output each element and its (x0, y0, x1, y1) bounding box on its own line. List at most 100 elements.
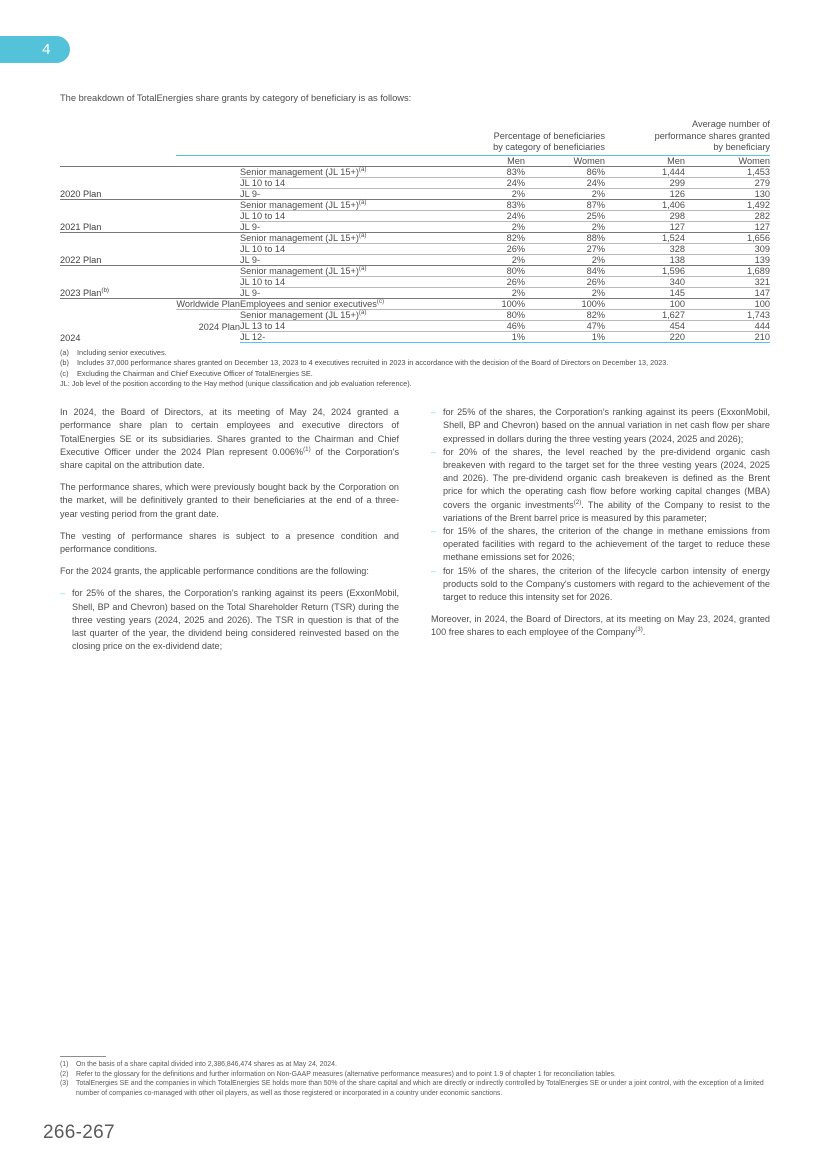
pct-women: 26% (525, 276, 605, 289)
footnote-text: TotalEnergies SE and the companies in wh… (76, 1080, 764, 1097)
share-grants-table: Percentage of beneficiaries by category … (60, 119, 770, 344)
avg-women: 100 (685, 298, 770, 311)
pct-men: 80% (445, 309, 525, 322)
pct-men: 24% (445, 210, 525, 223)
table-row: JL 9- 2% 2% 127 127 (60, 222, 770, 233)
avg-men: 126 (669, 189, 685, 200)
avg-women: 321 (685, 276, 770, 289)
left-bullet-list: – for 25% of the shares, the Corporation… (60, 587, 399, 653)
footnote-c: (c) Excluding the Chairman and Chief Exe… (60, 369, 770, 379)
avg-men: 1,524 (605, 232, 685, 245)
footnote-a: (a) Including senior executives. (60, 348, 770, 358)
list-item: – for 15% of the shares, the criterion o… (431, 525, 770, 565)
category-label: Senior management (JL 15+)(a) (240, 265, 445, 278)
dash-icon: – (431, 565, 437, 576)
avg-women: 282 (685, 210, 770, 223)
list-item: – for 25% of the shares, the Corporation… (60, 587, 399, 653)
footnote-jl: JL: Job level of the position according … (60, 379, 770, 389)
avg-men: 1,596 (605, 265, 685, 278)
avg-men: 1,444 (605, 166, 685, 179)
plan-label: 2024 (60, 298, 176, 343)
dash-icon: – (431, 525, 437, 536)
pct-women: 87% (525, 199, 605, 212)
plan-label: 2023 Plan(b) (60, 265, 176, 299)
pct-men: 2% (511, 189, 525, 200)
pct-men: 2% (511, 255, 525, 266)
subheader-avg-men: Men (667, 156, 685, 167)
table-row: 2023 Plan(b) Senior management (JL 15+)(… (60, 265, 770, 299)
plan-label: 2020 Plan (60, 166, 176, 200)
avg-women: 1,689 (685, 265, 770, 278)
page-footnotes: (1) On the basis of a share capital divi… (60, 1056, 772, 1098)
category-label: JL 9- (240, 288, 261, 299)
footnote-marker: (a) (60, 348, 69, 358)
avg-women: 147 (754, 288, 770, 299)
pct-women: 2% (591, 255, 605, 266)
footnote-text: Including senior executives. (77, 348, 167, 358)
pct-men: 26% (445, 276, 525, 289)
left-column: In 2024, the Board of Directors, at its … (60, 406, 399, 653)
page-folio: 266-267 (43, 1122, 115, 1143)
table-row: JL 12- 1% 1% 220 210 (60, 331, 770, 344)
pct-women: 2% (591, 288, 605, 299)
pct-women: 25% (525, 210, 605, 223)
avg-women: 309 (685, 243, 770, 256)
category-label: JL 9- (240, 222, 261, 233)
plan-label: 2022 Plan (60, 232, 176, 266)
pct-women: 24% (525, 177, 605, 190)
table-row: JL 9- 2% 2% 126 130 (60, 189, 770, 200)
avg-men: 220 (605, 331, 685, 344)
table-subheader-row: Men Women Men Women (60, 156, 770, 167)
footnote-jl-text: JL: Job level of the position according … (60, 378, 412, 388)
footnote-text: Refer to the glossary for the definition… (76, 1070, 616, 1078)
table-row: JL 10 to 14 24% 25% 298 282 (60, 210, 770, 223)
avg-women: 1,453 (685, 166, 770, 179)
header-pct-line1: Percentage of beneficiaries (493, 130, 605, 141)
dash-icon: – (60, 588, 66, 599)
avg-men: 1,627 (605, 309, 685, 322)
category-label: JL 10 to 14 (240, 177, 445, 190)
pct-women: 84% (525, 265, 605, 278)
table-row: JL 10 to 14 26% 27% 328 309 (60, 243, 770, 256)
paragraph-1: In 2024, the Board of Directors, at its … (60, 407, 399, 470)
avg-women: 444 (685, 320, 770, 333)
subplan-label-worldwide: Worldwide Plan (176, 298, 240, 311)
list-item: – for 25% of the shares, the Corporation… (431, 406, 770, 446)
plan-label: 2021 Plan (60, 199, 176, 233)
footnote-text: Includes 37,000 performance shares grant… (77, 358, 669, 368)
table-row: 2020 Plan Senior management (JL 15+)(a) … (60, 166, 770, 200)
avg-men: 454 (605, 320, 685, 333)
list-item-text: for 15% of the shares, the criterion of … (443, 565, 770, 602)
subheader-pct-women: Women (573, 156, 606, 167)
table-row: JL 9- 2% 2% 138 139 (60, 255, 770, 266)
chapter-tab: 4 (0, 36, 70, 63)
pct-men: 83% (445, 166, 525, 179)
avg-men: 100 (605, 298, 685, 311)
avg-men: 138 (669, 255, 685, 266)
table-row: JL 10 to 14 26% 26% 340 321 (60, 276, 770, 289)
category-label: JL 12- (240, 331, 445, 344)
paragraph-3: The vesting of performance shares is sub… (60, 530, 399, 554)
body-columns: In 2024, the Board of Directors, at its … (60, 406, 770, 653)
page-footnote-2: (2) Refer to the glossary for the defini… (60, 1070, 772, 1080)
avg-men: 127 (669, 222, 685, 233)
pct-women: 100% (525, 298, 605, 311)
subheader-avg-women: Women (738, 156, 771, 167)
table-row: 2024 Plan Senior management (JL 15+)(a) … (60, 309, 770, 332)
table-footnotes: (a) Including senior executives. (b) Inc… (60, 348, 770, 389)
pct-women: 1% (525, 331, 605, 344)
chapter-number: 4 (42, 41, 51, 58)
right-column: – for 25% of the shares, the Corporation… (431, 406, 770, 653)
pct-men: 24% (445, 177, 525, 190)
pct-men: 2% (511, 288, 525, 299)
table-row: 2021 Plan Senior management (JL 15+)(a) … (60, 199, 770, 233)
category-label: Senior management (JL 15+)(a) (240, 166, 445, 179)
avg-women: 130 (754, 189, 770, 200)
footnote-text: On the basis of a share capital divided … (76, 1061, 337, 1068)
list-item-text: for 25% of the shares, the Corporation's… (72, 588, 399, 652)
table-body: 2020 Plan Senior management (JL 15+)(a) … (60, 166, 770, 344)
avg-women: 1,743 (685, 309, 770, 322)
page-footnote-1: (1) On the basis of a share capital divi… (60, 1060, 772, 1070)
header-avg-line1: Average number of (692, 119, 770, 129)
avg-men: 328 (605, 243, 685, 256)
